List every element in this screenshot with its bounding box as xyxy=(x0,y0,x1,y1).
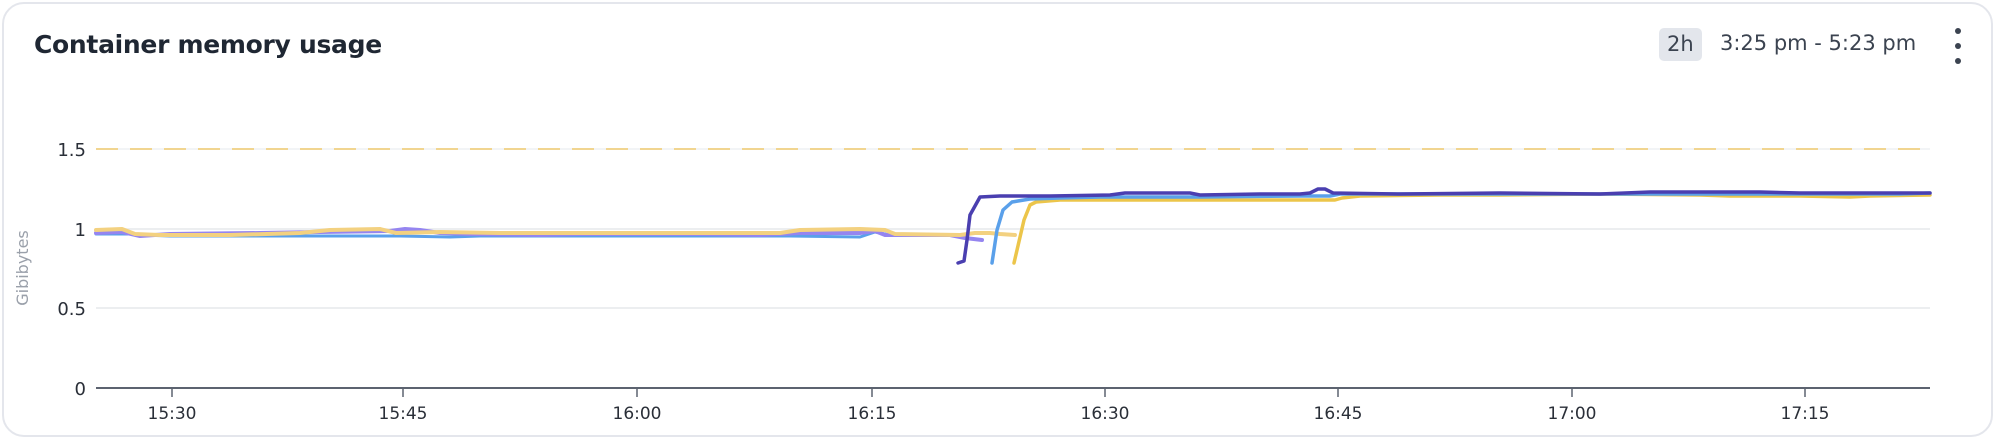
menu-dot xyxy=(1955,43,1961,49)
series-old xyxy=(94,227,1017,242)
x-tick: 16:30 xyxy=(1081,404,1130,424)
y-tick: 0.5 xyxy=(57,299,86,320)
y-tick: 1 xyxy=(75,220,86,241)
series-line-darkpurple-new xyxy=(956,187,1932,265)
series-line-blue-new xyxy=(990,191,1932,265)
series-line-yellow-new xyxy=(1012,192,1932,265)
y-axis: 0 0.5 1 1.5 Gibibytes xyxy=(13,140,86,400)
kebab-vertical-icon[interactable] xyxy=(1948,28,1968,64)
x-tick: 17:00 xyxy=(1548,404,1597,424)
series-new xyxy=(956,187,1932,265)
x-tick: 16:45 xyxy=(1314,404,1363,424)
y-tick: 0 xyxy=(75,379,86,400)
chart-title: Container memory usage xyxy=(34,30,382,59)
y-tick: 1.5 xyxy=(57,140,86,161)
menu-dot xyxy=(1955,58,1961,64)
x-axis: 15:30 15:45 16:00 16:15 16:30 16:45 17:0… xyxy=(96,387,1930,424)
x-tick: 16:15 xyxy=(848,404,897,424)
chart-card: Container memory usage 2h 3:25 pm - 5:23… xyxy=(2,2,1993,437)
y-axis-label: Gibibytes xyxy=(13,230,32,306)
x-tick: 17:15 xyxy=(1781,404,1830,424)
time-range-badge[interactable]: 2h xyxy=(1659,28,1702,61)
menu-dot xyxy=(1955,28,1961,34)
x-tick: 16:00 xyxy=(613,404,662,424)
x-tick: 15:30 xyxy=(148,404,197,424)
x-tick: 15:45 xyxy=(379,404,428,424)
time-range-text[interactable]: 3:25 pm - 5:23 pm xyxy=(1720,31,1917,55)
